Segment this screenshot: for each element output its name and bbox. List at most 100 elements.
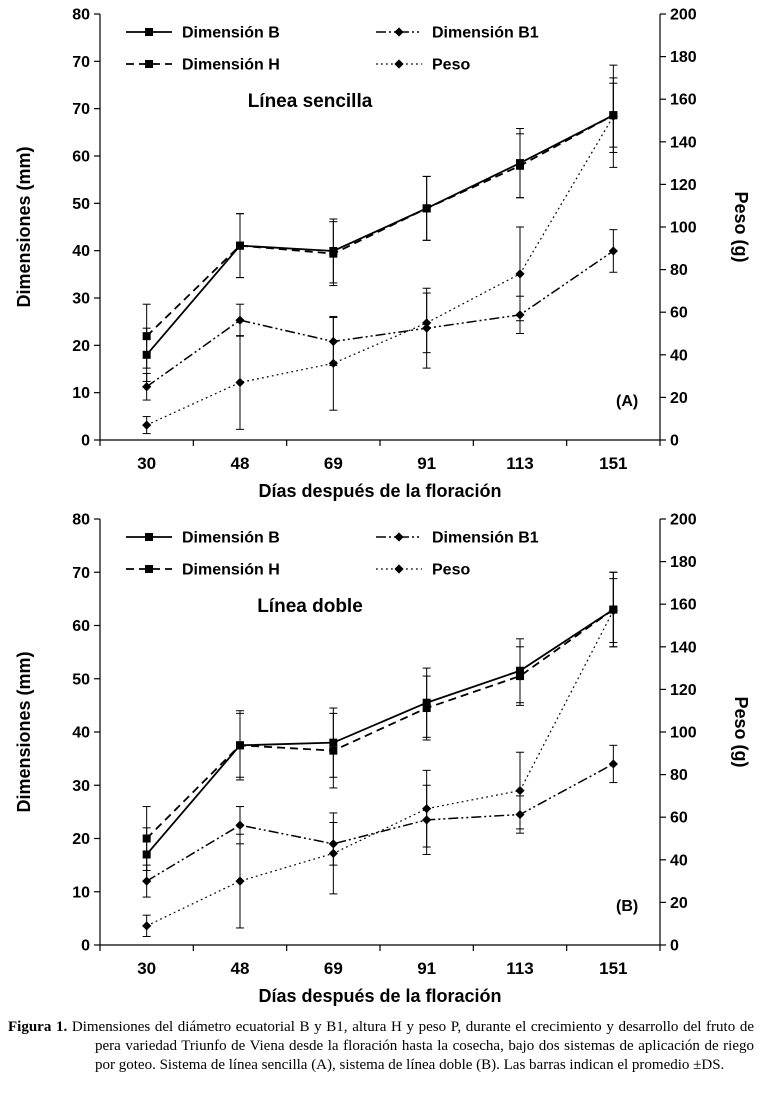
svg-text:0: 0 <box>81 938 90 955</box>
figure-panel-a: 80 70 70 60 50 40 30 20 10 0 200 180 160 140 120 100 80 6… <box>0 0 764 505</box>
svg-text:80: 80 <box>670 767 688 784</box>
svg-text:10: 10 <box>72 884 90 901</box>
svg-text:30: 30 <box>137 454 156 473</box>
y-right-axis-title: Peso (g) <box>731 696 751 767</box>
svg-text:Dimensión B: Dimensión B <box>182 25 280 42</box>
svg-text:69: 69 <box>324 454 343 473</box>
legend-item-peso: Peso <box>376 562 470 579</box>
figure-caption-label: Figura 1. <box>8 1019 68 1035</box>
series-peso <box>142 578 618 937</box>
svg-text:Dimensión H: Dimensión H <box>182 562 280 579</box>
svg-text:50: 50 <box>72 671 90 688</box>
axes <box>94 13 666 446</box>
series-dimension-h <box>142 571 618 871</box>
svg-text:160: 160 <box>670 92 697 109</box>
svg-text:151: 151 <box>599 454 627 473</box>
series-peso <box>142 64 618 435</box>
axes <box>94 518 666 951</box>
svg-text:151: 151 <box>599 959 627 978</box>
svg-text:100: 100 <box>670 725 697 742</box>
svg-text:30: 30 <box>72 291 90 308</box>
figure-panel-b: 80 70 60 50 40 30 20 10 0 200 180 160 140 120 100 80 60 4… <box>0 505 764 1010</box>
tick-labels: 8070706050403020100200180160140120100806… <box>72 7 697 474</box>
series-dimension-b1 <box>142 229 618 401</box>
legend-item-dimension-b: Dimensión B <box>126 25 280 42</box>
chart-linea-doble: 8070605040302010020018016014012010080604… <box>14 512 751 1007</box>
svg-text:113: 113 <box>506 959 533 978</box>
y-left-axis-title: Dimensiones (mm) <box>14 651 34 812</box>
svg-text:70: 70 <box>72 565 90 582</box>
svg-text:Dimensión B: Dimensión B <box>182 530 280 547</box>
y-right-axis-title: Peso (g) <box>731 191 751 262</box>
svg-text:0: 0 <box>670 938 679 955</box>
svg-text:30: 30 <box>137 959 156 978</box>
svg-text:140: 140 <box>670 639 697 656</box>
svg-text:50: 50 <box>72 196 90 213</box>
svg-text:91: 91 <box>417 959 436 978</box>
figure-caption: Figura 1. Dimensiones del diámetro ecuat… <box>0 1010 764 1076</box>
svg-text:40: 40 <box>670 347 688 364</box>
svg-text:20: 20 <box>670 390 688 407</box>
chart-title: Línea sencilla <box>248 91 373 112</box>
svg-text:30: 30 <box>72 778 90 795</box>
svg-text:Dimensión B1: Dimensión B1 <box>432 530 539 547</box>
legend-item-dimension-b: Dimensión B <box>126 530 280 547</box>
svg-text:80: 80 <box>72 512 90 529</box>
svg-text:180: 180 <box>670 49 697 66</box>
axis-titles: Días después de la floración Dimensiones … <box>14 146 751 501</box>
svg-text:48: 48 <box>231 959 250 978</box>
svg-text:48: 48 <box>231 454 250 473</box>
svg-text:Dimensión H: Dimensión H <box>182 57 280 74</box>
series-dimension-b1 <box>142 744 618 898</box>
svg-text:Peso: Peso <box>432 57 470 74</box>
svg-text:60: 60 <box>670 305 688 322</box>
legend-item-dimension-h: Dimensión H <box>126 57 280 74</box>
x-axis-title: Días después de la floración <box>258 986 501 1006</box>
svg-text:20: 20 <box>72 831 90 848</box>
svg-text:113: 113 <box>506 454 533 473</box>
svg-text:80: 80 <box>72 7 90 24</box>
svg-text:10: 10 <box>72 385 90 402</box>
svg-text:20: 20 <box>72 338 90 355</box>
svg-text:40: 40 <box>670 852 688 869</box>
svg-text:40: 40 <box>72 725 90 742</box>
series-dimension-b <box>142 82 618 382</box>
panel-label: (B) <box>616 898 638 915</box>
chart-title: Línea doble <box>257 596 363 617</box>
svg-text:160: 160 <box>670 597 697 614</box>
figure-caption-text: Dimensiones del diámetro ecuatorial B y … <box>71 1019 754 1074</box>
series-dimension-b <box>142 571 618 882</box>
series-dimension-h <box>142 77 618 369</box>
svg-text:180: 180 <box>670 554 697 571</box>
svg-text:80: 80 <box>670 262 688 279</box>
y-left-axis-title: Dimensiones (mm) <box>14 146 34 307</box>
axis-titles: Días después de la floración Dimensiones … <box>14 651 751 1006</box>
legend-item-dimension-b1: Dimensión B1 <box>376 530 539 547</box>
svg-text:Peso: Peso <box>432 562 470 579</box>
chart-linea-sencilla: 8070706050403020100200180160140120100806… <box>14 7 751 502</box>
svg-text:60: 60 <box>72 618 90 635</box>
legend-item-dimension-h: Dimensión H <box>126 562 280 579</box>
svg-text:100: 100 <box>670 220 697 237</box>
svg-text:69: 69 <box>324 959 343 978</box>
svg-text:60: 60 <box>72 149 90 166</box>
svg-text:70: 70 <box>72 101 90 118</box>
tick-labels: 8070605040302010020018016014012010080604… <box>72 512 697 979</box>
svg-text:140: 140 <box>670 134 697 151</box>
svg-text:60: 60 <box>670 810 688 827</box>
svg-text:70: 70 <box>72 54 90 71</box>
legend-item-peso: Peso <box>376 57 470 74</box>
x-axis-title: Días después de la floración <box>258 481 501 501</box>
svg-text:0: 0 <box>670 433 679 450</box>
svg-text:20: 20 <box>670 895 688 912</box>
panel-label: (A) <box>616 393 638 410</box>
svg-text:120: 120 <box>670 682 697 699</box>
svg-text:Dimensión B1: Dimensión B1 <box>432 25 539 42</box>
legend-item-dimension-b1: Dimensión B1 <box>376 25 539 42</box>
svg-text:40: 40 <box>72 243 90 260</box>
svg-text:91: 91 <box>417 454 436 473</box>
svg-text:120: 120 <box>670 177 697 194</box>
svg-text:200: 200 <box>670 7 697 24</box>
svg-text:0: 0 <box>81 433 90 450</box>
svg-text:200: 200 <box>670 512 697 529</box>
